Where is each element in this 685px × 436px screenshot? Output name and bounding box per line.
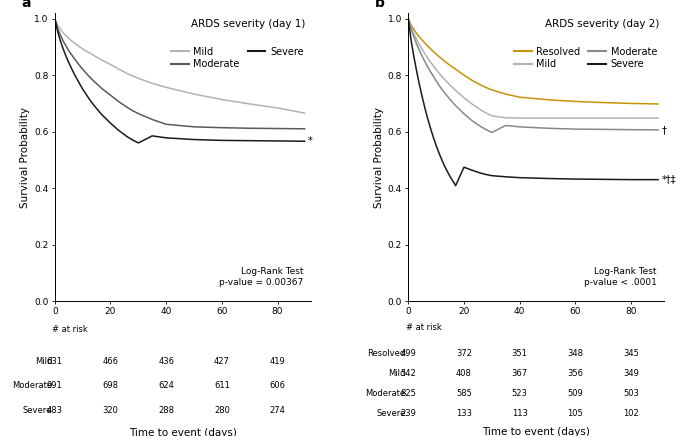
- Text: 606: 606: [269, 382, 286, 390]
- Text: 133: 133: [456, 409, 472, 418]
- Text: 345: 345: [623, 349, 639, 358]
- Text: 503: 503: [623, 389, 639, 398]
- Text: 102: 102: [623, 409, 639, 418]
- Text: 542: 542: [401, 369, 416, 378]
- Text: 631: 631: [47, 357, 63, 366]
- Y-axis label: Survival Probability: Survival Probability: [20, 106, 30, 208]
- Text: 466: 466: [103, 357, 119, 366]
- Text: 624: 624: [158, 382, 174, 390]
- Text: 372: 372: [456, 349, 472, 358]
- Text: 991: 991: [47, 382, 62, 390]
- Text: Moderate: Moderate: [366, 389, 406, 398]
- Text: †: †: [662, 125, 667, 135]
- Text: 509: 509: [567, 389, 583, 398]
- Text: 408: 408: [456, 369, 472, 378]
- Text: Severe: Severe: [376, 409, 406, 418]
- Text: 825: 825: [400, 389, 416, 398]
- Text: Time to event (days): Time to event (days): [482, 427, 590, 436]
- Text: ARDS severity (day 2): ARDS severity (day 2): [545, 19, 660, 29]
- Text: Resolved: Resolved: [367, 349, 406, 358]
- Text: 113: 113: [512, 409, 527, 418]
- Text: 348: 348: [567, 349, 584, 358]
- Text: 280: 280: [214, 406, 229, 415]
- Text: 351: 351: [512, 349, 527, 358]
- Text: # at risk: # at risk: [52, 325, 88, 334]
- Text: 523: 523: [512, 389, 527, 398]
- Text: Severe: Severe: [23, 406, 52, 415]
- Text: 698: 698: [103, 382, 119, 390]
- Text: 436: 436: [158, 357, 174, 366]
- Text: 499: 499: [401, 349, 416, 358]
- Text: # at risk: # at risk: [406, 323, 442, 332]
- Text: 239: 239: [400, 409, 416, 418]
- Text: ARDS severity (day 1): ARDS severity (day 1): [191, 19, 306, 29]
- Text: 105: 105: [567, 409, 583, 418]
- Text: 349: 349: [623, 369, 639, 378]
- Text: Time to event (days): Time to event (days): [129, 428, 237, 436]
- Text: 483: 483: [47, 406, 63, 415]
- Text: Mild: Mild: [35, 357, 52, 366]
- Text: 419: 419: [270, 357, 286, 366]
- Text: Moderate: Moderate: [12, 382, 52, 390]
- Text: b: b: [375, 0, 385, 10]
- Text: Log-Rank Test
p-value = 0.00367: Log-Rank Test p-value = 0.00367: [219, 267, 303, 286]
- Text: Log-Rank Test
p-value < .0001: Log-Rank Test p-value < .0001: [584, 267, 657, 286]
- Text: a: a: [21, 0, 31, 10]
- Text: 427: 427: [214, 357, 229, 366]
- Legend: Mild, Moderate, Severe: Mild, Moderate, Severe: [171, 47, 303, 69]
- Text: Mild: Mild: [388, 369, 406, 378]
- Text: 274: 274: [270, 406, 286, 415]
- Legend: Resolved, Mild, Moderate, Severe: Resolved, Mild, Moderate, Severe: [514, 47, 657, 69]
- Text: *†‡: *†‡: [662, 175, 676, 184]
- Text: *: *: [308, 136, 313, 146]
- Text: 611: 611: [214, 382, 229, 390]
- Text: 288: 288: [158, 406, 174, 415]
- Text: 320: 320: [103, 406, 119, 415]
- Text: 356: 356: [567, 369, 584, 378]
- Text: 585: 585: [456, 389, 472, 398]
- Y-axis label: Survival Probability: Survival Probability: [373, 106, 384, 208]
- Text: 367: 367: [512, 369, 527, 378]
